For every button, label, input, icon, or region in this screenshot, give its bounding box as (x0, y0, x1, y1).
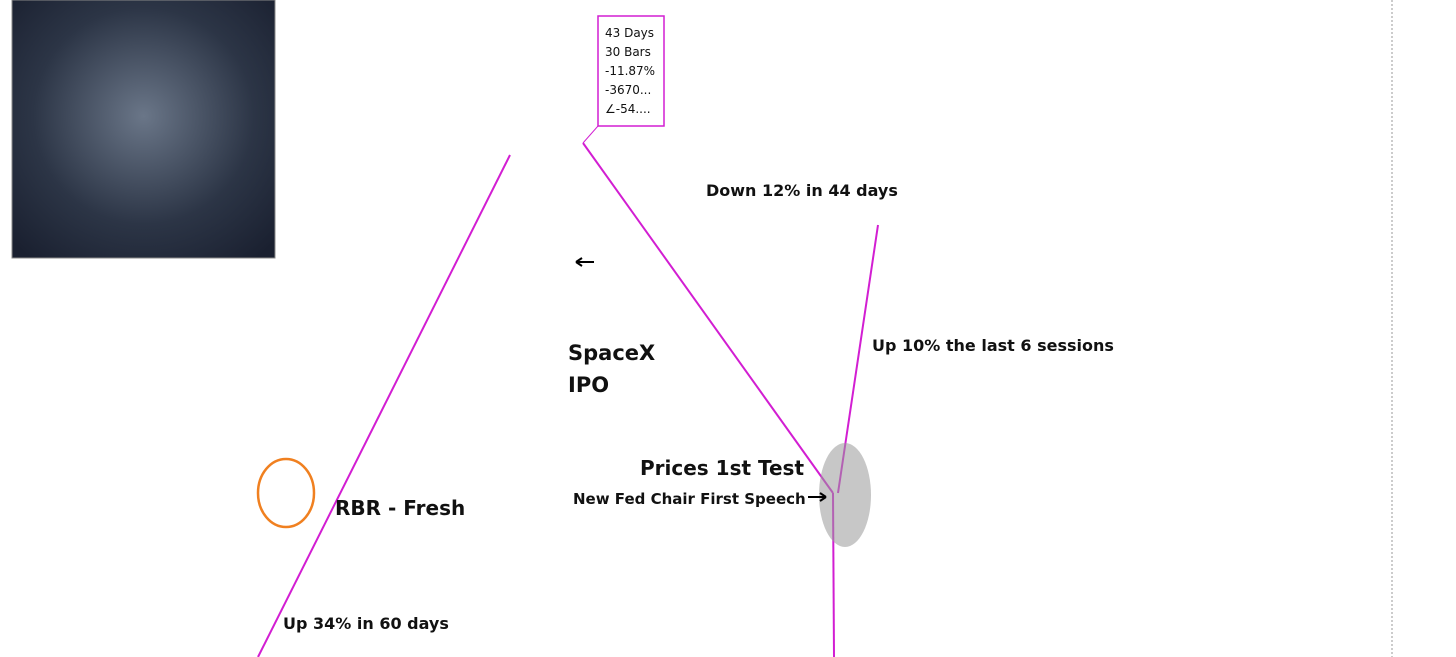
annotation: IPO (568, 373, 609, 397)
trend-line (257, 154, 511, 657)
circle-marker (256, 457, 316, 529)
connector (582, 125, 599, 144)
measure-text: ∠-54.... (605, 102, 651, 116)
measure-text: 30 Bars (605, 45, 651, 59)
drawings (256, 15, 879, 657)
annotation: SpaceX (568, 341, 655, 365)
annotation: Prices 1st Test (640, 456, 804, 480)
annotation: Up 10% the last 6 sessions (872, 336, 1114, 355)
measure-text: -11.87% (605, 64, 655, 78)
annotation: Down 12% in 44 days (706, 181, 898, 200)
arrow (575, 257, 594, 267)
arrow (808, 492, 827, 502)
measure-box (597, 15, 665, 127)
ellipse-marker (819, 443, 871, 547)
trend-line (582, 142, 834, 494)
measure-text: -3670... (605, 83, 651, 97)
annotation: New Fed Chair First Speech (573, 490, 806, 508)
measure-text: 43 Days (605, 26, 654, 40)
annotation: Up 34% in 60 days (283, 614, 449, 633)
thumbnail-image (11, 0, 276, 259)
annotation: RBR - Fresh (335, 496, 465, 520)
